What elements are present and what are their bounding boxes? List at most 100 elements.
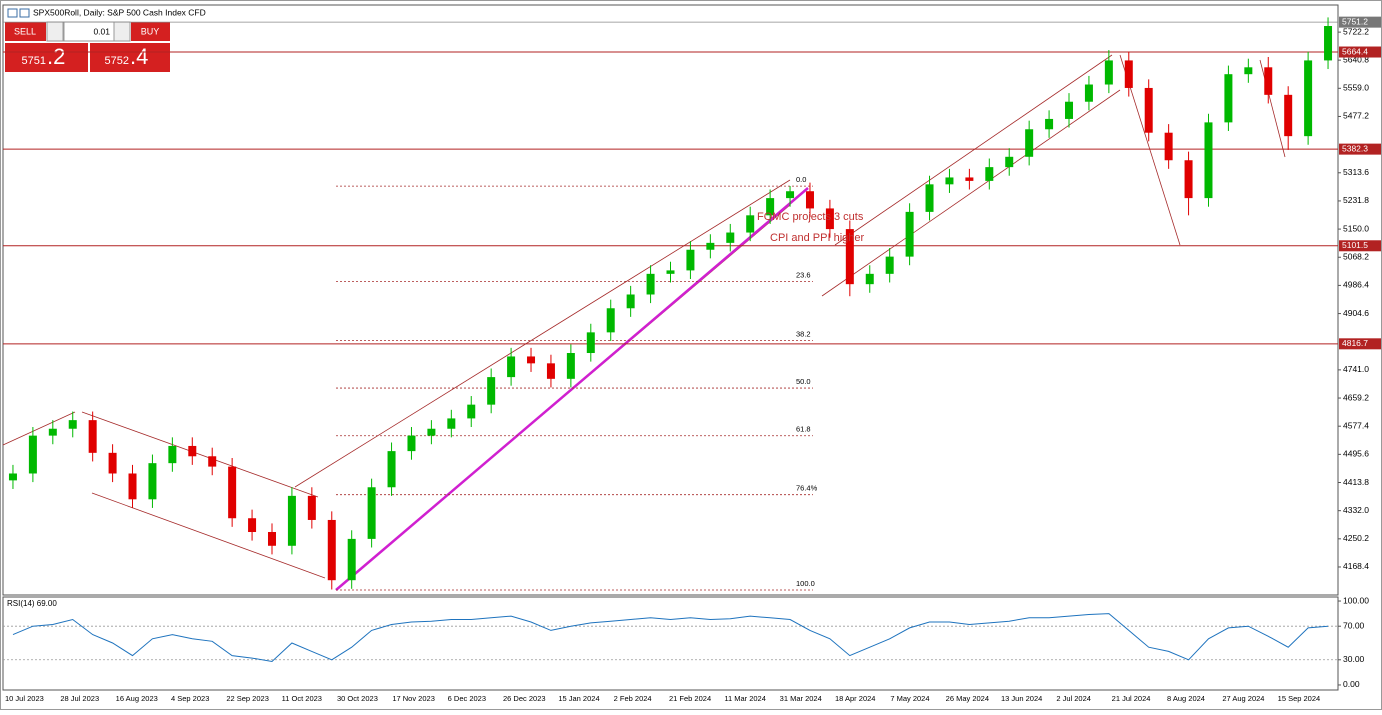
candle-body [367, 487, 376, 539]
candle-body [586, 332, 595, 354]
x-tick-label: 8 Aug 2024 [1167, 694, 1205, 703]
price-level-tag [1339, 143, 1381, 155]
candle-body [48, 428, 57, 436]
candle-body [168, 445, 177, 464]
current-price-label: 5751.2 [1342, 16, 1368, 26]
candle-body [427, 428, 436, 436]
x-tick-label: 21 Jul 2024 [1112, 694, 1151, 703]
candle-body [1005, 156, 1014, 168]
x-tick-label: 11 Oct 2023 [282, 694, 322, 703]
rsi-line [12, 613, 1329, 663]
x-tick-label: 26 Dec 2023 [503, 694, 546, 703]
buy-label: BUY [141, 26, 160, 36]
fib-label: 100.0 [796, 579, 815, 588]
x-tick-label: 16 Aug 2023 [116, 694, 158, 703]
x-tick-label: 15 Sep 2024 [1278, 694, 1321, 703]
y-tick-label: 4250.2 [1343, 533, 1369, 543]
x-tick-label: 18 Apr 2024 [835, 694, 875, 703]
candle-body [1224, 74, 1233, 123]
buy-button[interactable] [131, 22, 170, 41]
rsi-title: RSI(14) 69.00 [7, 599, 57, 608]
candle-body [507, 356, 516, 378]
candle-body [965, 177, 974, 181]
candle-body [108, 452, 117, 474]
candle-body [666, 270, 675, 274]
candle-body [1045, 118, 1054, 130]
x-tick-label: 31 Mar 2024 [780, 694, 822, 703]
price-level-label: 5664.4 [1342, 46, 1368, 56]
y-tick-label: 30.00 [1343, 654, 1365, 664]
x-tick-label: 4 Sep 2023 [171, 694, 209, 703]
y-tick-label: 4577.4 [1343, 420, 1369, 430]
x-tick-label: 17 Nov 2023 [392, 694, 435, 703]
candle-body [307, 495, 316, 520]
candle-body [88, 420, 97, 453]
candle-body [1164, 132, 1173, 161]
annotation: CPI and PPI higher [770, 232, 865, 244]
candle-body [8, 473, 17, 481]
candle-body [1204, 122, 1213, 199]
price-level-label: 5101.5 [1342, 240, 1368, 250]
x-tick-label: 2 Jul 2024 [1056, 694, 1091, 703]
candle-body [746, 215, 755, 233]
candle-body [1124, 60, 1133, 88]
y-tick-label: 5150.0 [1343, 223, 1369, 233]
candle-body [905, 211, 914, 257]
lot-up[interactable] [113, 21, 131, 42]
candle-body [985, 167, 994, 181]
y-tick-label: 5313.6 [1343, 167, 1369, 177]
bid-box[interactable] [5, 43, 88, 72]
bid-main: 5751 [22, 55, 46, 67]
main-panel [2, 4, 1339, 596]
candle-body [327, 519, 336, 581]
candle-body [845, 229, 854, 285]
candle-body [148, 463, 157, 500]
fib-label: 76.4% [796, 484, 818, 493]
ask-box[interactable] [90, 43, 170, 72]
x-tick-label: 11 Mar 2024 [724, 694, 766, 703]
candle-body [706, 242, 715, 250]
price-level-tag [1339, 46, 1381, 58]
y-tick-label: 4413.8 [1343, 477, 1369, 487]
candle-body [128, 473, 137, 500]
candle-body [786, 191, 795, 199]
fib-label: 38.2 [796, 329, 811, 338]
candle-body [68, 420, 77, 429]
candle-body [188, 445, 197, 457]
y-tick-label: 4904.6 [1343, 308, 1369, 318]
candle-body [885, 256, 894, 274]
x-tick-label: 27 Aug 2024 [1222, 694, 1264, 703]
candle-body [825, 208, 834, 230]
x-tick-label: 21 Feb 2024 [669, 694, 711, 703]
x-tick-label: 26 May 2024 [946, 694, 989, 703]
candle-body [228, 466, 237, 519]
y-tick-label: 4659.2 [1343, 392, 1369, 402]
sell-button[interactable] [5, 22, 46, 41]
candle-body [546, 363, 555, 379]
current-price-tag [1339, 16, 1381, 28]
fib-label: 61.8 [796, 425, 811, 434]
rsi-panel [2, 596, 1339, 691]
price-level-label: 4816.7 [1342, 338, 1368, 348]
candle-body [686, 249, 695, 271]
candle-body [28, 435, 37, 474]
y-tick-label: 5231.8 [1343, 195, 1369, 205]
chart-title: SPX500Roll, Daily: S&P 500 Cash Index CF… [33, 7, 206, 17]
candle-body [1184, 160, 1193, 199]
candle-body [487, 377, 496, 405]
price-level-label: 5382.3 [1342, 143, 1368, 153]
x-tick-label: 10 Jul 2023 [5, 694, 44, 703]
candle-body [467, 404, 476, 419]
candle-body [626, 294, 635, 309]
candle-body [1284, 94, 1293, 137]
lot-down[interactable] [46, 21, 64, 42]
candle-body [925, 184, 934, 212]
candle-body [805, 191, 814, 209]
candle-body [726, 232, 735, 243]
candle-body [1104, 60, 1113, 85]
y-tick-label: 4168.4 [1343, 561, 1369, 571]
candle-body [287, 495, 296, 546]
